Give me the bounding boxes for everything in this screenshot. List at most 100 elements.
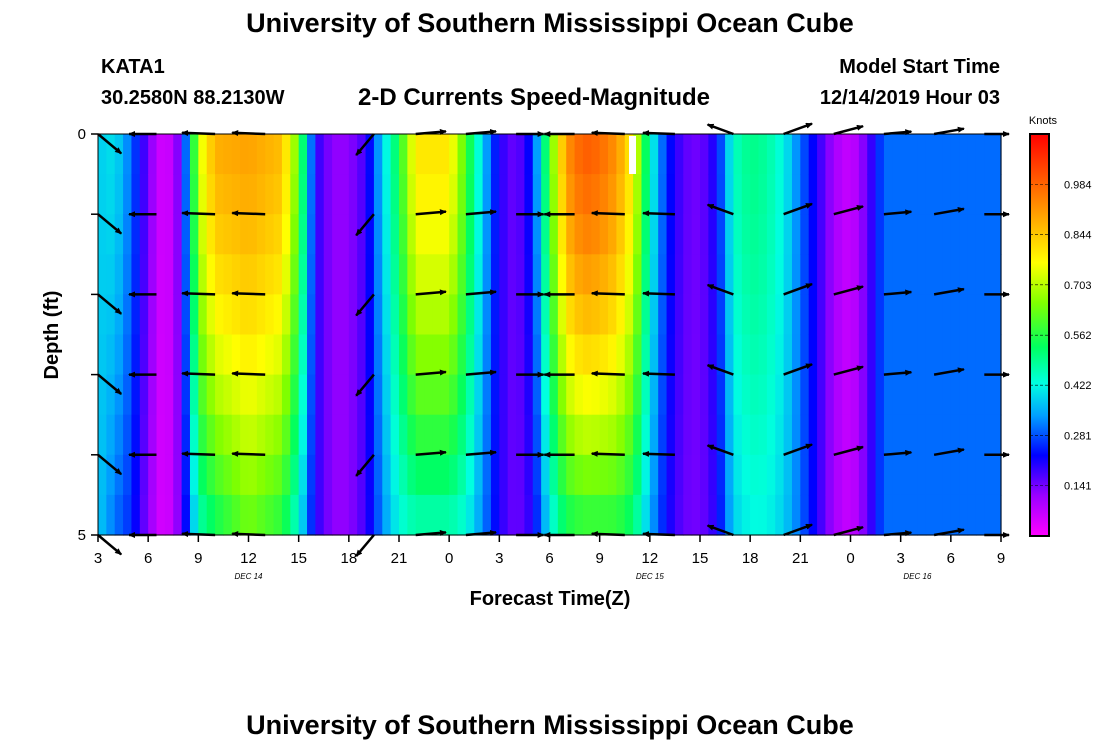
heatmap-cell — [307, 214, 316, 255]
heatmap-cell — [365, 454, 375, 496]
top-title: University of Southern Mississippi Ocean… — [246, 8, 854, 38]
heatmap-cell — [98, 174, 107, 215]
heatmap-cell — [975, 294, 985, 336]
heatmap-cell — [683, 494, 693, 536]
heatmap-cell — [825, 134, 835, 175]
heatmap-cell — [733, 134, 743, 175]
heatmap-cell — [582, 374, 592, 416]
heatmap-cell — [298, 254, 308, 295]
heatmap-cell — [148, 494, 158, 536]
current-vector — [465, 209, 497, 216]
heatmap-cell — [758, 294, 768, 336]
heatmap-cell — [164, 414, 174, 456]
heatmap-cell — [123, 254, 133, 295]
heatmap-cell — [683, 214, 693, 255]
heatmap-cell — [499, 494, 509, 536]
heatmap-cell — [934, 334, 944, 376]
heatmap-cell — [332, 334, 342, 376]
heatmap-cell — [850, 414, 860, 456]
heatmap-cell — [591, 214, 601, 255]
x-tick-label: 0 — [846, 550, 854, 567]
current-vector — [933, 447, 965, 457]
heatmap-cell — [850, 494, 860, 536]
heatmap-cell — [382, 374, 392, 416]
heatmap-cell — [624, 454, 634, 496]
heatmap-cell — [415, 414, 425, 456]
heatmap-cell — [716, 174, 726, 215]
heatmap-cells — [98, 134, 1002, 536]
heatmap-cell — [883, 294, 893, 336]
heatmap-cell — [198, 254, 208, 295]
heatmap-cell — [917, 214, 927, 255]
heatmap-cell — [549, 214, 559, 255]
heatmap-cell — [791, 254, 801, 295]
heatmap-cell — [256, 294, 266, 336]
heatmap-cell — [265, 254, 275, 295]
heatmap-cell — [532, 374, 542, 416]
heatmap-cell — [240, 494, 250, 536]
heatmap-cell — [139, 134, 149, 175]
x-tick-label: 6 — [947, 550, 955, 567]
current-vector — [706, 283, 734, 296]
heatmap-cell — [507, 294, 517, 336]
heatmap-cell — [131, 294, 141, 336]
heatmap-cell — [867, 454, 877, 496]
heatmap-cell — [198, 374, 208, 416]
heatmap-cell — [783, 254, 793, 295]
heatmap-cell — [332, 294, 342, 336]
heatmap-cell — [900, 134, 910, 175]
heatmap-cell — [98, 134, 107, 175]
heatmap-cell — [198, 414, 208, 456]
heatmap-cell — [123, 294, 133, 336]
heatmap-cell — [934, 254, 944, 295]
heatmap-cell — [507, 414, 517, 456]
heatmap-cell — [532, 254, 542, 295]
heatmap-cell — [817, 174, 827, 215]
heatmap-cell — [766, 454, 776, 496]
x-tick-label: 21 — [391, 550, 408, 567]
heatmap-cell — [357, 414, 367, 456]
heatmap-cell — [942, 134, 952, 175]
heatmap-cell — [858, 414, 868, 456]
heatmap-cell — [206, 294, 216, 336]
heatmap-cell — [992, 374, 1002, 416]
heatmap-cell — [114, 334, 124, 376]
heatmap-cell — [340, 454, 350, 496]
heatmap-cell — [775, 454, 785, 496]
heatmap-cell — [248, 494, 258, 536]
heatmap-cell — [231, 294, 241, 336]
heatmap-cell — [440, 494, 450, 536]
heatmap-cell — [123, 334, 133, 376]
heatmap-cell — [164, 494, 174, 536]
heatmap-cell — [499, 214, 509, 255]
heatmap-cell — [248, 134, 258, 175]
heatmap-cell — [909, 334, 918, 376]
heatmap-cell — [507, 214, 517, 255]
heatmap-cell — [307, 454, 316, 496]
heatmap-cell — [139, 494, 149, 536]
heatmap-cell — [273, 214, 283, 255]
heatmap-cell — [365, 134, 375, 175]
heatmap-cell — [633, 374, 643, 416]
heatmap-cell — [407, 294, 417, 336]
heatmap-cell — [591, 454, 601, 496]
heatmap-cell — [566, 374, 576, 416]
heatmap-cell — [608, 214, 617, 255]
heatmap-cell — [858, 214, 868, 255]
heatmap-cell — [457, 374, 467, 416]
heatmap-cell — [440, 294, 450, 336]
heatmap-cell — [382, 414, 392, 456]
chart-subtitle: 2-D Currents Speed-Magnitude — [358, 84, 711, 111]
heatmap-cell — [240, 254, 250, 295]
heatmap-cell — [758, 334, 768, 376]
heatmap-cell — [658, 254, 668, 295]
heatmap-cell — [265, 214, 275, 255]
heatmap-cell — [608, 374, 617, 416]
heatmap-cell — [817, 214, 827, 255]
heatmap-cell — [808, 454, 818, 496]
heatmap-cell — [189, 414, 199, 456]
heatmap-cell — [173, 134, 183, 175]
heatmap-cell — [432, 334, 442, 376]
heatmap-cell — [783, 494, 793, 536]
heatmap-cell — [399, 374, 408, 416]
